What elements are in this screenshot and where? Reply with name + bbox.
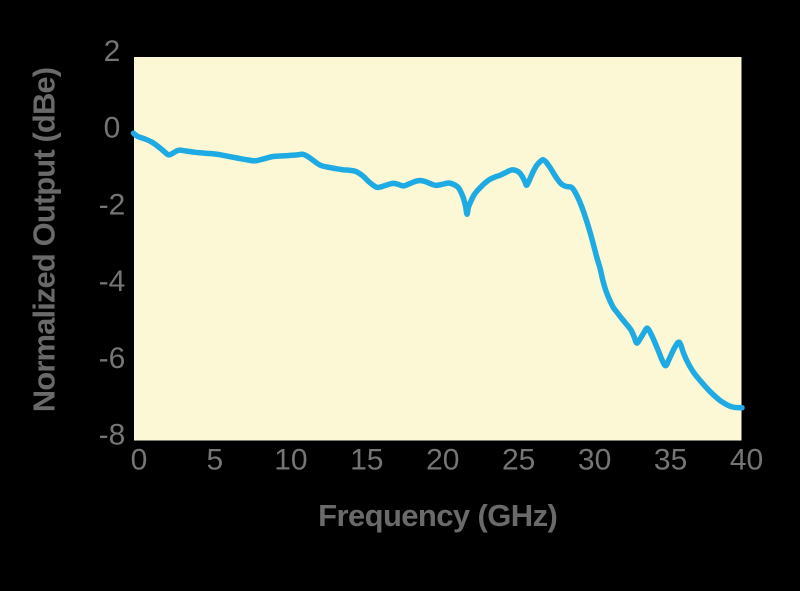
svg-text:10: 10 <box>274 444 307 477</box>
svg-text:-4: -4 <box>99 265 126 298</box>
svg-text:Frequency (GHz): Frequency (GHz) <box>318 498 557 533</box>
svg-text:5: 5 <box>207 444 224 477</box>
svg-text:35: 35 <box>654 444 687 477</box>
svg-text:25: 25 <box>502 444 535 477</box>
svg-text:40: 40 <box>730 444 763 477</box>
svg-text:2: 2 <box>104 35 121 68</box>
svg-text:-2: -2 <box>99 188 126 221</box>
svg-text:0: 0 <box>104 112 121 145</box>
svg-text:30: 30 <box>578 444 611 477</box>
svg-text:Normalized Output (dBe): Normalized Output (dBe) <box>27 68 62 412</box>
svg-text:20: 20 <box>426 444 459 477</box>
svg-text:-6: -6 <box>99 342 126 375</box>
svg-text:0: 0 <box>131 444 148 477</box>
svg-text:-8: -8 <box>99 419 126 452</box>
svg-text:15: 15 <box>350 444 383 477</box>
